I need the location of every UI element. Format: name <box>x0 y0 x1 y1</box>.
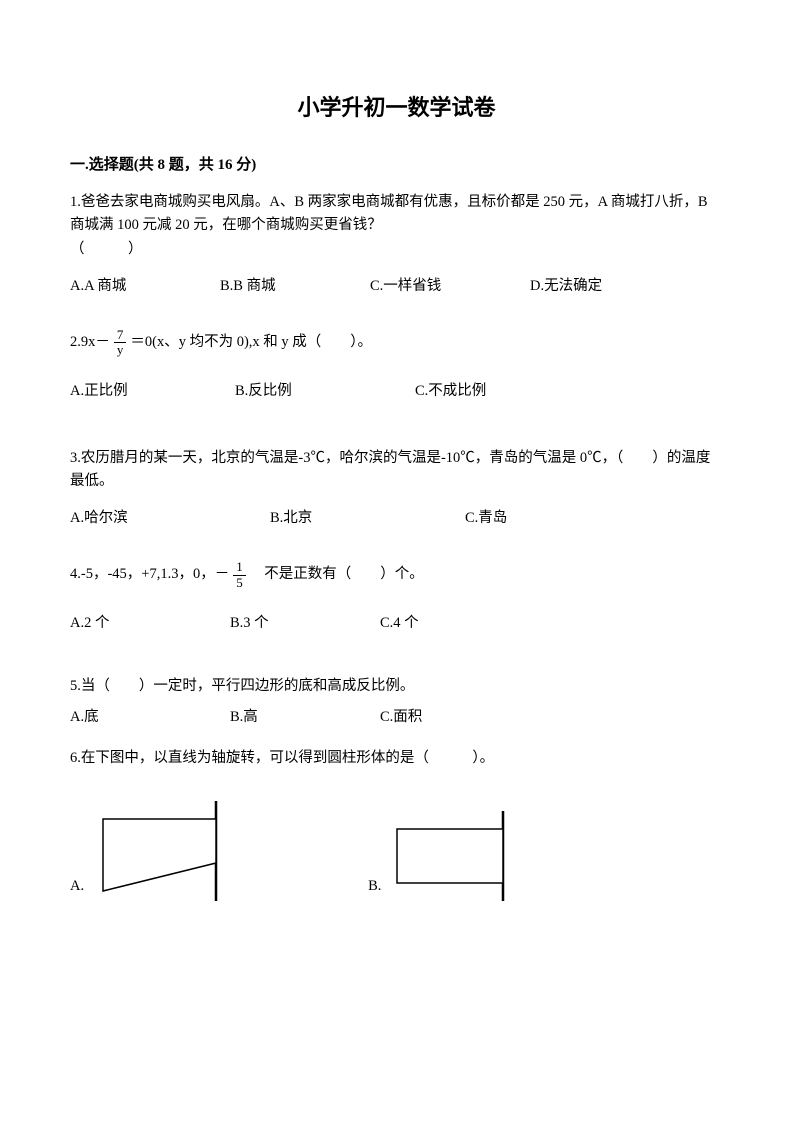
q3-options: A.哈尔滨 B.北京 C.青岛 <box>70 507 723 530</box>
q2-post: ＝0(x、y 均不为 0),x 和 y 成（ ）。 <box>130 331 372 354</box>
q1-opt-d: D.无法确定 <box>530 275 602 298</box>
q4-opt-c: C.4 个 <box>380 612 419 635</box>
q2-frac-num: 7 <box>114 328 127 343</box>
q2-options: A.正比例 B.反比例 C.不成比例 <box>70 380 723 403</box>
q4-frac-num: 1 <box>233 560 246 575</box>
q6-shape-a-block: A. <box>70 801 238 901</box>
question-2: 2.9x－ 7 y ＝0(x、y 均不为 0),x 和 y 成（ ）。 A.正比… <box>70 328 723 403</box>
q4-frac-den: 5 <box>233 576 246 590</box>
q4-opt-b: B.3 个 <box>230 612 380 635</box>
q1-text: 1.爸爸去家电商城购买电风扇。A、B 两家家电商城都有优惠，且标价都是 250 … <box>70 191 723 261</box>
q4-text: 4.-5，-45，+7,1.3，0，－ 1 5 不是正数有（ ）个。 <box>70 560 723 590</box>
q2-text: 2.9x－ 7 y ＝0(x、y 均不为 0),x 和 y 成（ ）。 <box>70 328 723 358</box>
q3-text: 3.农历腊月的某一天，北京的气温是-3℃，哈尔滨的气温是-10℃，青岛的气温是 … <box>70 447 723 493</box>
q6-text: 6.在下图中，以直线为轴旋转，可以得到圆柱形体的是（ ）。 <box>70 747 723 770</box>
q4-post: 不是正数有（ ）个。 <box>250 563 424 586</box>
trapezoid-icon <box>88 801 238 901</box>
q1-paren: （ ） <box>70 238 143 261</box>
question-6: 6.在下图中，以直线为轴旋转，可以得到圆柱形体的是（ ）。 A. B. <box>70 747 723 900</box>
q1-opt-b: B.B 商城 <box>220 275 370 298</box>
question-5: 5.当（ ）一定时，平行四边形的底和高成反比例。 A.底 B.高 C.面积 <box>70 675 723 729</box>
q3-opt-a: A.哈尔滨 <box>70 507 270 530</box>
rectangle-icon <box>385 811 535 901</box>
q3-opt-b: B.北京 <box>270 507 465 530</box>
q2-pre: 2.9x－ <box>70 331 110 354</box>
q1-options: A.A 商城 B.B 商城 C.一样省钱 D.无法确定 <box>70 275 723 298</box>
q4-opt-a: A.2 个 <box>70 612 230 635</box>
q1-body: 1.爸爸去家电商城购买电风扇。A、B 两家家电商城都有优惠，且标价都是 250 … <box>70 194 708 233</box>
page-title: 小学升初一数学试卷 <box>70 90 723 125</box>
q2-frac-den: y <box>114 343 127 357</box>
question-4: 4.-5，-45，+7,1.3，0，－ 1 5 不是正数有（ ）个。 A.2 个… <box>70 560 723 635</box>
q5-opt-b: B.高 <box>230 706 380 729</box>
q4-fraction: 1 5 <box>233 560 246 590</box>
q4-options: A.2 个 B.3 个 C.4 个 <box>70 612 723 635</box>
q2-opt-c: C.不成比例 <box>415 380 486 403</box>
q6-shape-b-block: B. <box>368 811 535 901</box>
q2-fraction: 7 y <box>114 328 127 358</box>
question-1: 1.爸爸去家电商城购买电风扇。A、B 两家家电商城都有优惠，且标价都是 250 … <box>70 191 723 298</box>
q2-opt-b: B.反比例 <box>235 380 415 403</box>
q5-options: A.底 B.高 C.面积 <box>70 706 723 729</box>
q1-opt-a: A.A 商城 <box>70 275 220 298</box>
q6-shapes: A. B. <box>70 801 723 901</box>
q6-label-a: A. <box>70 875 84 900</box>
question-3: 3.农历腊月的某一天，北京的气温是-3℃，哈尔滨的气温是-10℃，青岛的气温是 … <box>70 447 723 531</box>
q5-opt-a: A.底 <box>70 706 230 729</box>
q3-opt-c: C.青岛 <box>465 507 507 530</box>
q6-label-b: B. <box>368 875 381 900</box>
q5-opt-c: C.面积 <box>380 706 422 729</box>
q4-pre: 4.-5，-45，+7,1.3，0，－ <box>70 563 229 586</box>
q2-opt-a: A.正比例 <box>70 380 235 403</box>
section-header: 一.选择题(共 8 题，共 16 分) <box>70 153 723 177</box>
q1-opt-c: C.一样省钱 <box>370 275 530 298</box>
q5-text: 5.当（ ）一定时，平行四边形的底和高成反比例。 <box>70 675 723 698</box>
